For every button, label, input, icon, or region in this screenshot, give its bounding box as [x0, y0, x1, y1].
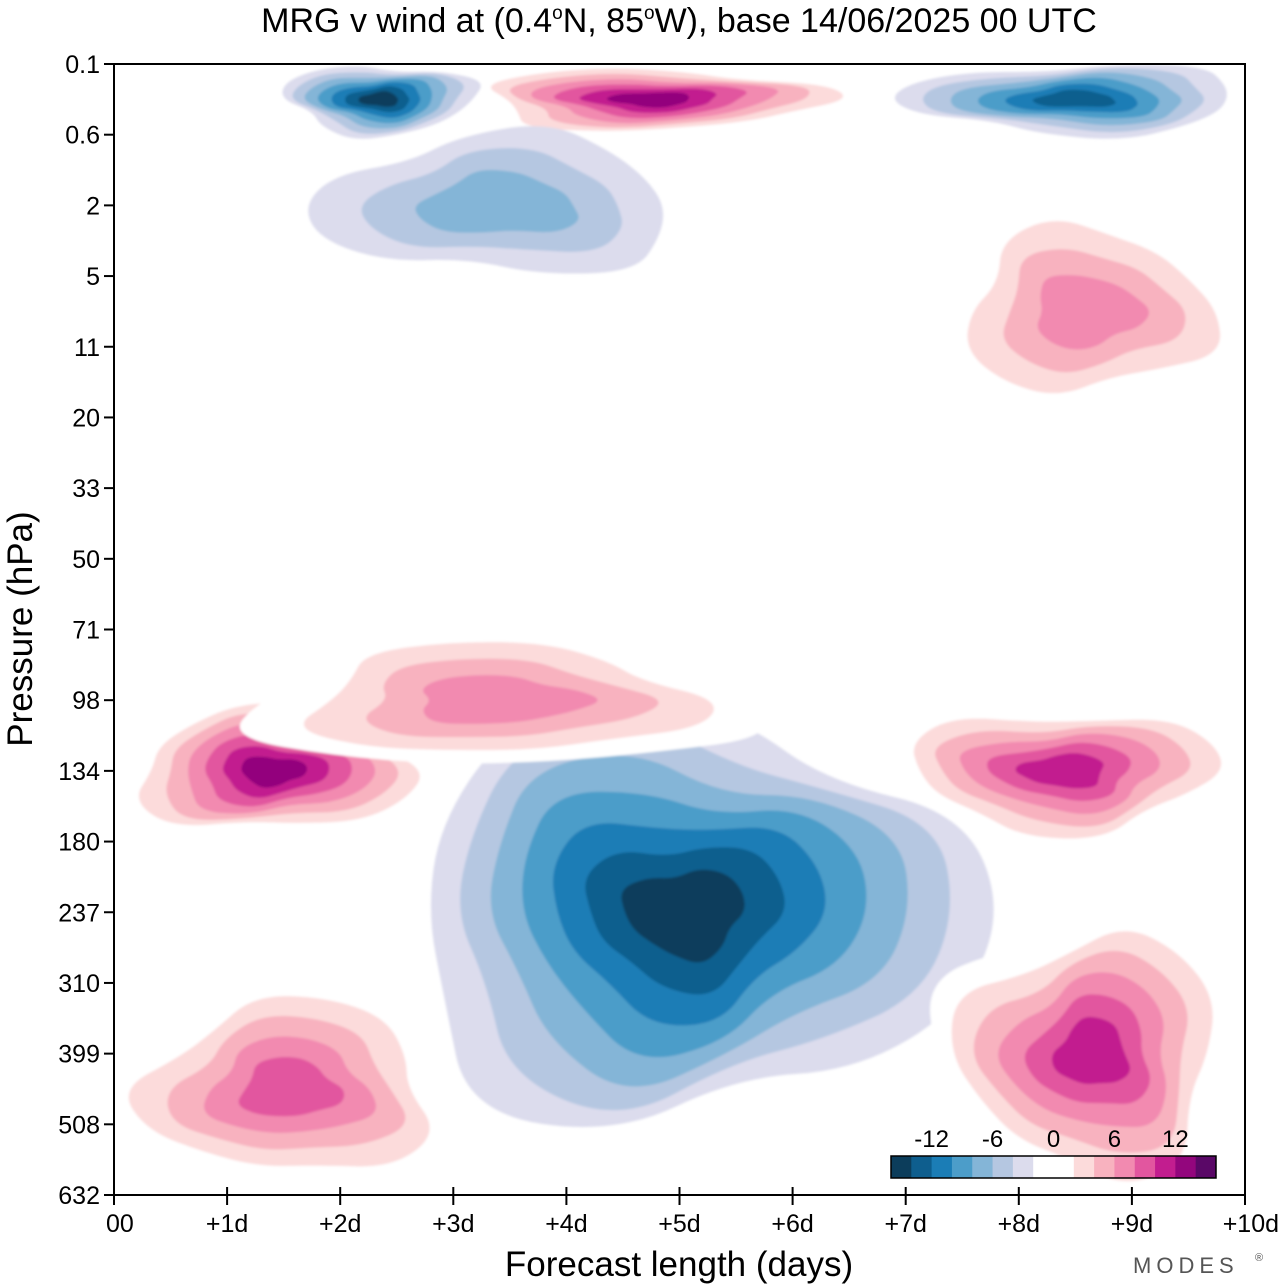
colorbar-swatch	[1134, 1156, 1156, 1178]
colorbar-swatch	[891, 1156, 912, 1178]
colorbar-label: -6	[982, 1126, 1003, 1153]
negative-contour-band	[358, 91, 399, 107]
x-tick-label: +8d	[998, 1210, 1040, 1238]
y-tick-label: 134	[58, 758, 100, 786]
y-tick-label: 71	[72, 617, 100, 645]
contour-fill	[114, 64, 1245, 1195]
y-tick-label: 508	[58, 1111, 100, 1139]
colorbar-swatch	[1012, 1156, 1034, 1178]
x-tick-label: +4d	[545, 1210, 587, 1238]
plot-area	[114, 64, 1245, 1195]
x-tick-label: +10d	[1223, 1210, 1279, 1238]
x-axis: 00 +1d +2d +3d +4d +5d +6d +7d +8d +9d +10d	[106, 1187, 1279, 1238]
colorbar-swatch	[1053, 1156, 1075, 1178]
y-tick-label: 399	[58, 1041, 100, 1069]
x-tick-label: +1d	[206, 1210, 248, 1238]
x-tick-label: +9d	[1111, 1210, 1153, 1238]
colorbar-swatch	[1155, 1156, 1176, 1178]
colorbar-swatch	[931, 1156, 953, 1178]
colorbar-swatch	[1033, 1156, 1054, 1178]
positive-contour-band	[1015, 753, 1104, 789]
positive-contour-band	[423, 675, 598, 724]
positive-contour-band	[238, 1057, 345, 1117]
colorbar-swatch	[951, 1156, 973, 1178]
positive-contour-band	[606, 92, 690, 108]
y-axis: 0.1 0.6 2 5 11 20 33 50 71 98 134 180 237 310 399 508 63…	[58, 51, 114, 1210]
x-tick-label: 00	[106, 1210, 134, 1238]
positive-contour-band	[241, 756, 308, 788]
colorbar-swatch	[1175, 1156, 1197, 1178]
y-tick-label: 98	[72, 687, 100, 715]
colorbar-frame	[890, 1155, 1217, 1179]
chart-title: MRG v wind at (0.4oN, 85oW), base 14/06/…	[261, 2, 1097, 40]
y-axis-title: Pressure (hPa)	[1, 511, 40, 746]
y-tick-label: 310	[58, 970, 100, 998]
colorbar-swatch	[1114, 1156, 1136, 1178]
colorbar-swatch	[1073, 1156, 1095, 1178]
y-tick-label: 0.1	[65, 51, 100, 79]
x-axis-title: Forecast length (days)	[505, 1245, 853, 1284]
colorbar-legend: -12 -6 0 6 12	[890, 1126, 1217, 1179]
modes-brand: MODES	[1133, 1253, 1239, 1278]
x-tick-label: +3d	[432, 1210, 474, 1238]
x-tick-label: +5d	[658, 1210, 700, 1238]
y-tick-label: 0.6	[65, 122, 100, 150]
positive-contour-band	[1051, 1016, 1130, 1084]
colorbar-label: 6	[1108, 1126, 1121, 1153]
y-tick-label: 20	[72, 404, 100, 432]
y-tick-label: 5	[86, 263, 100, 291]
brand-registered-mark: ®	[1255, 1252, 1263, 1264]
positive-contour-band	[1037, 275, 1149, 350]
colorbar-label: 12	[1162, 1126, 1189, 1153]
y-tick-label: 33	[72, 475, 100, 503]
negative-contour-band	[1032, 89, 1116, 107]
colorbar-label: -12	[914, 1126, 949, 1153]
colorbar-swatch	[972, 1156, 994, 1178]
y-tick-label: 11	[74, 334, 100, 362]
x-tick-label: +6d	[771, 1210, 813, 1238]
y-tick-label: 237	[58, 899, 100, 927]
x-tick-label: +2d	[319, 1210, 361, 1238]
y-tick-label: 632	[58, 1182, 100, 1210]
y-tick-label: 50	[72, 546, 100, 574]
colorbar-label: 0	[1047, 1126, 1060, 1153]
colorbar-swatch	[911, 1156, 933, 1178]
colorbar-swatch	[992, 1156, 1014, 1178]
x-tick-label: +7d	[884, 1210, 926, 1238]
negative-contour-band	[621, 869, 745, 963]
negative-contour-band	[415, 169, 579, 233]
colorbar-swatch	[1094, 1156, 1115, 1178]
y-tick-label: 2	[86, 192, 100, 220]
colorbar-swatch	[1195, 1156, 1217, 1178]
y-tick-label: 180	[58, 829, 100, 857]
